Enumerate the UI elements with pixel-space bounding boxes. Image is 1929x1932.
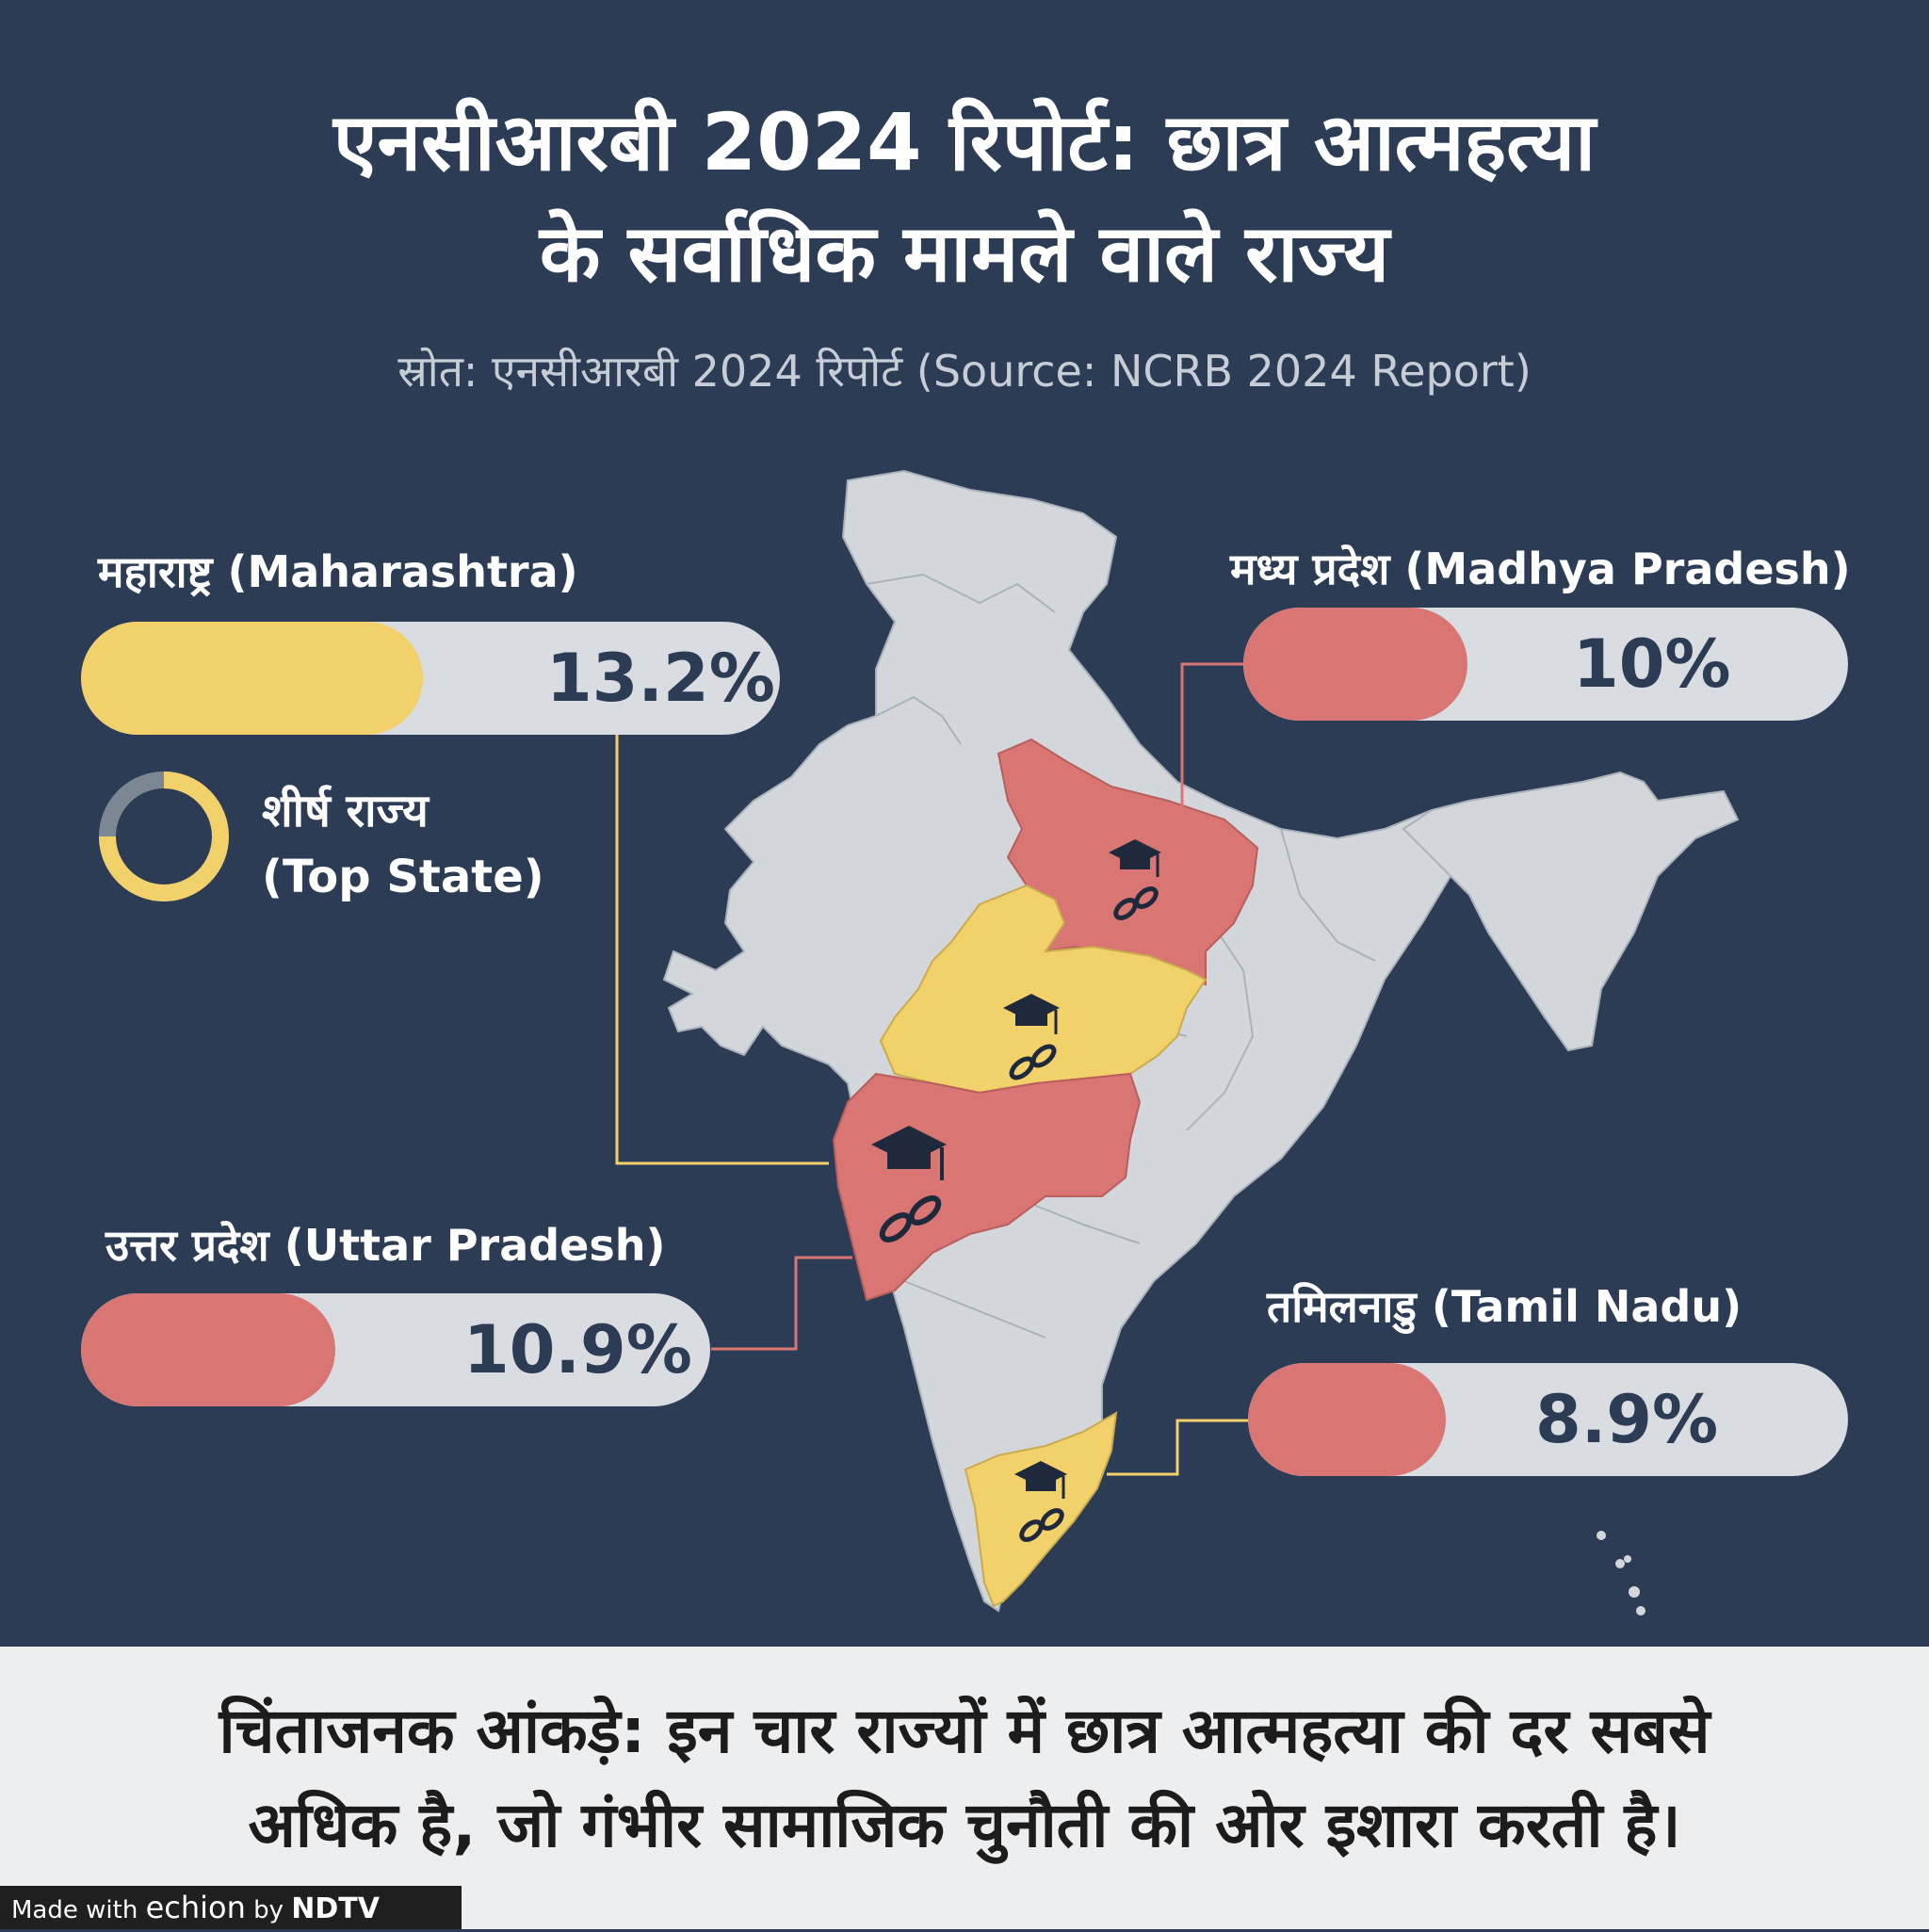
graduation-cap-icon [871, 1126, 947, 1180]
page-title: एनसीआरबी 2024 रिपोर्ट: छात्र आत्महत्या क… [57, 87, 1872, 309]
graduation-cap-icon [1109, 839, 1161, 877]
maharashtra-icons [871, 1126, 947, 1242]
broken-chain-icon [879, 1195, 942, 1242]
credit-by: by [253, 1896, 284, 1924]
title-line-2: के सर्वाधिक मामले वाले राज्य [539, 207, 1390, 300]
connector-madhya-pradesh [1180, 662, 1248, 829]
label-madhya-pradesh: मध्य प्रदेश (Madhya Pradesh) [1230, 544, 1851, 594]
credit-badge: Made with echion by NDTV [0, 1886, 462, 1929]
top-state-line-2: (Top State) [262, 851, 544, 903]
bar-fill-tamil-nadu [1248, 1363, 1446, 1476]
bar-madhya-pradesh: 10% [1243, 608, 1848, 721]
connector-uttar-pradesh [711, 1256, 852, 1351]
label-tamil-nadu: तमिलनाडु (Tamil Nadu) [1267, 1281, 1743, 1332]
footer-text: चिंताजनक आंकड़े: इन चार राज्यों में छात्… [75, 1684, 1854, 1873]
credit-brand: echion [145, 1890, 246, 1925]
title-line-1: एनसीआरबी 2024 रिपोर्ट: छात्र आत्महत्या [333, 96, 1596, 188]
northeast-outline [1402, 771, 1740, 1052]
value-maharashtra: 13.2% [546, 640, 775, 717]
graduation-cap-icon [1014, 1461, 1067, 1499]
label-maharashtra: महाराष्ट्र (Maharashtra) [98, 546, 578, 597]
label-uttar-pradesh: उत्तर प्रदेश (Uttar Pradesh) [105, 1220, 666, 1271]
footer-line-1: चिंताजनक आंकड़े: इन चार राज्यों में छात्… [219, 1695, 1710, 1767]
bar-fill-uttar-pradesh [81, 1293, 335, 1406]
credit-made-with: Made with [11, 1896, 138, 1924]
credit-publisher: NDTV [291, 1892, 380, 1925]
bar-tamil-nadu: 8.9% [1248, 1363, 1848, 1476]
bar-fill-madhya-pradesh [1243, 608, 1467, 721]
graduation-cap-icon [1003, 994, 1060, 1034]
madhya-pradesh-icons [1003, 994, 1060, 1080]
connector-maharashtra [615, 730, 829, 1165]
state-shape-tamil-nadu [964, 1411, 1118, 1608]
broken-chain-icon [1113, 886, 1159, 920]
tamil-nadu-icons [1014, 1461, 1067, 1542]
uttar-pradesh-icons [1109, 839, 1161, 920]
broken-chain-icon [1009, 1044, 1057, 1080]
bar-fill-maharashtra [81, 622, 423, 735]
broken-chain-icon [1019, 1508, 1064, 1542]
islands [1597, 1531, 1645, 1615]
source-subtitle: स्रोत: एनसीआरबी 2024 रिपोर्ट (Source: NC… [397, 346, 1532, 397]
state-shape-madhya-pradesh [879, 884, 1208, 1095]
top-state-label: शीर्ष राज्य (Top State) [262, 778, 544, 910]
value-madhya-pradesh: 10% [1573, 625, 1731, 703]
india-map [615, 469, 1740, 1615]
bar-uttar-pradesh: 10.9% [81, 1293, 710, 1406]
top-state-line-1: शीर्ष राज्य [262, 785, 429, 837]
value-uttar-pradesh: 10.9% [463, 1311, 692, 1388]
donut-icon [99, 771, 229, 901]
footer-line-2: अधिक है, जो गंभीर सामाजिक चुनौती की ओर इ… [248, 1789, 1681, 1861]
value-tamil-nadu: 8.9% [1535, 1381, 1719, 1458]
footer-banner: चिंताजनक आंकड़े: इन चार राज्यों में छात्… [0, 1647, 1929, 1929]
connector-tamil-nadu [1107, 1419, 1248, 1476]
bar-maharashtra: 13.2% [81, 622, 780, 735]
